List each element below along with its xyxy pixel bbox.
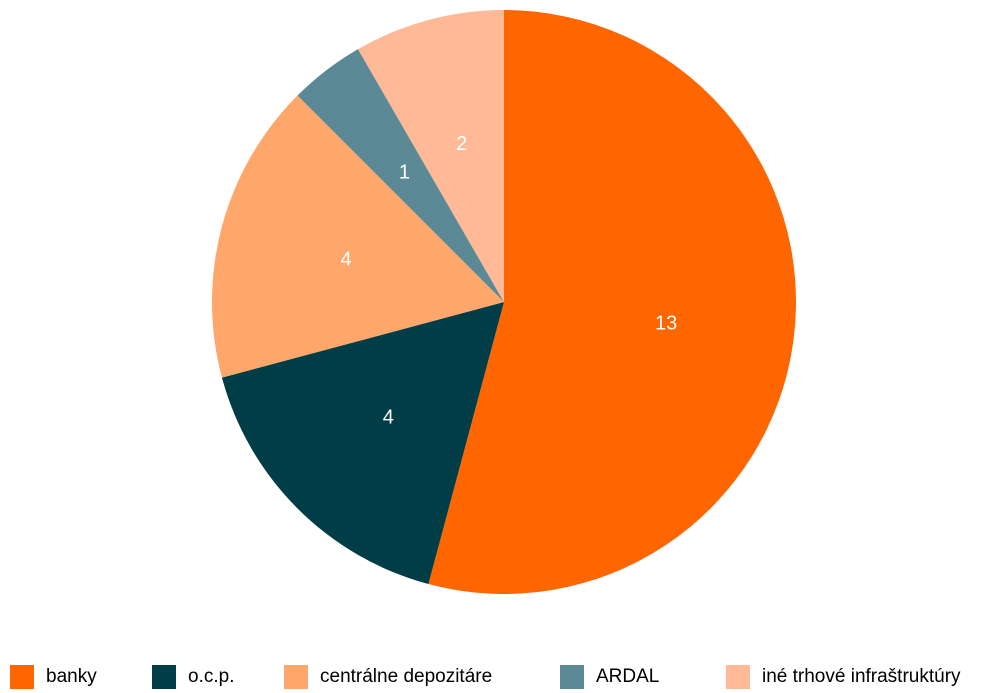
legend-swatch-ine-trhove-infrastruktury [726,665,750,689]
legend-item-banky: banky [10,663,97,691]
pie-data-label-o-c-p: 4 [383,407,394,429]
pie-slice-ardal [297,49,504,303]
legend-item-ine-trhove-infrastruktury: iné trhové infraštruktúry [726,663,961,691]
chart-legend: banky o.c.p. centrálne depozitáre ARDAL … [0,663,990,691]
pie-slice-banky [428,10,796,594]
pie-slice-o-c-p [221,302,504,585]
pie-data-label-ardal: 1 [399,161,410,183]
pie-slice-ine-trhove-infrastruktury [358,10,504,302]
legend-item-ardal: ARDAL [560,663,659,691]
legend-label-ardal: ARDAL [596,666,660,687]
pie-data-label-banky: 13 [655,312,677,334]
legend-item-ocp: o.c.p. [152,663,234,691]
legend-label-banky: banky [46,666,97,687]
pie-slice-centralne-depozitare [211,95,505,378]
pie-data-label-centralne-depozitare: 4 [340,249,351,271]
pie-data-labels: 13 4 4 1 2 [340,133,677,429]
legend-swatch-ardal [560,665,584,689]
legend-label-centralne-depozitare: centrálne depozitáre [320,666,493,687]
pie-data-label-ine-trhove-infrastruktury: 2 [456,133,467,155]
pie-slices [211,10,796,594]
legend-label-ine-trhove-infrastruktury: iné trhové infraštruktúry [762,666,961,687]
pie-chart: 13 4 4 1 2 [211,10,796,594]
legend-swatch-banky [10,665,34,689]
legend-swatch-centralne-depozitare [284,665,308,689]
legend-label-ocp: o.c.p. [188,666,235,687]
legend-swatch-ocp [152,665,176,689]
legend-item-centralne-depozitare: centrálne depozitáre [284,663,492,691]
